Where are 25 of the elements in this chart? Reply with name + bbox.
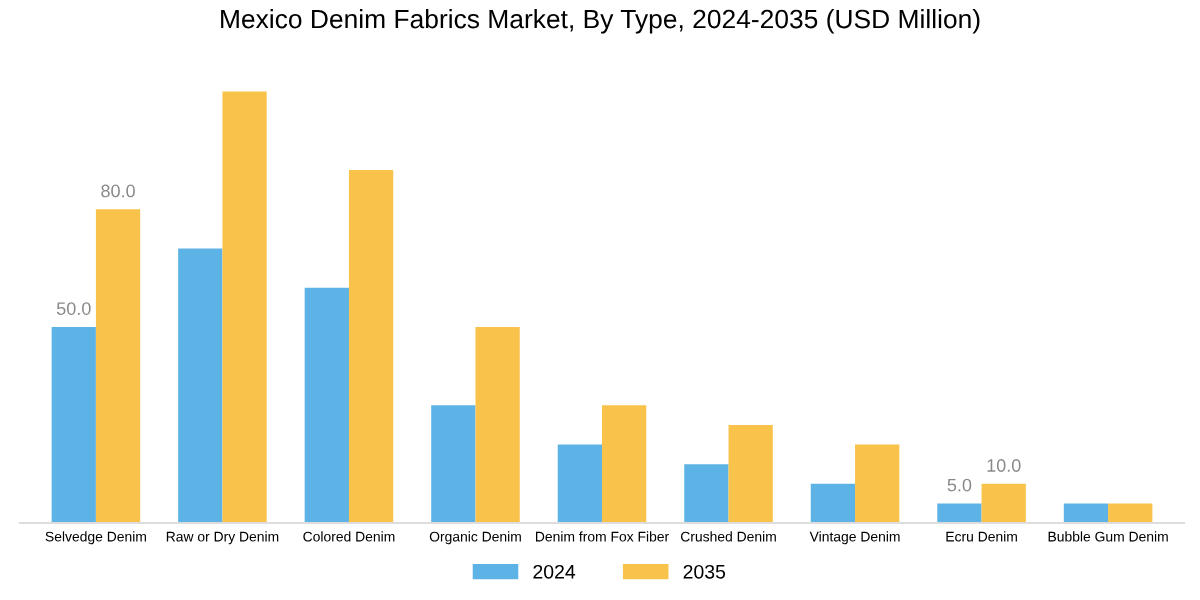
bar bbox=[602, 405, 647, 523]
legend-label: 2035 bbox=[683, 564, 726, 579]
bar bbox=[431, 405, 476, 523]
bar bbox=[1108, 503, 1153, 523]
bar bbox=[1063, 503, 1109, 523]
bar bbox=[728, 424, 773, 523]
bar bbox=[475, 326, 520, 523]
bar bbox=[810, 483, 856, 523]
data-label: 5.0 bbox=[947, 478, 972, 492]
bar bbox=[348, 170, 394, 523]
bar bbox=[981, 483, 1026, 523]
bar bbox=[95, 209, 141, 523]
bar bbox=[937, 503, 982, 523]
bar bbox=[222, 91, 267, 523]
data-label: 10.0 bbox=[987, 459, 1021, 472]
legend-label: 2024 bbox=[533, 564, 576, 579]
data-label: 50.0 bbox=[56, 302, 91, 315]
bar bbox=[178, 248, 223, 523]
bar bbox=[557, 444, 602, 523]
data-label: 80.0 bbox=[101, 184, 135, 198]
bar bbox=[304, 287, 349, 523]
bar bbox=[855, 444, 900, 523]
bar bbox=[51, 326, 96, 523]
chart-title: Mexico Denim Fabrics Market, By Type, 2024-2035 (USD Million) bbox=[221, 9, 980, 34]
bar bbox=[684, 464, 729, 523]
